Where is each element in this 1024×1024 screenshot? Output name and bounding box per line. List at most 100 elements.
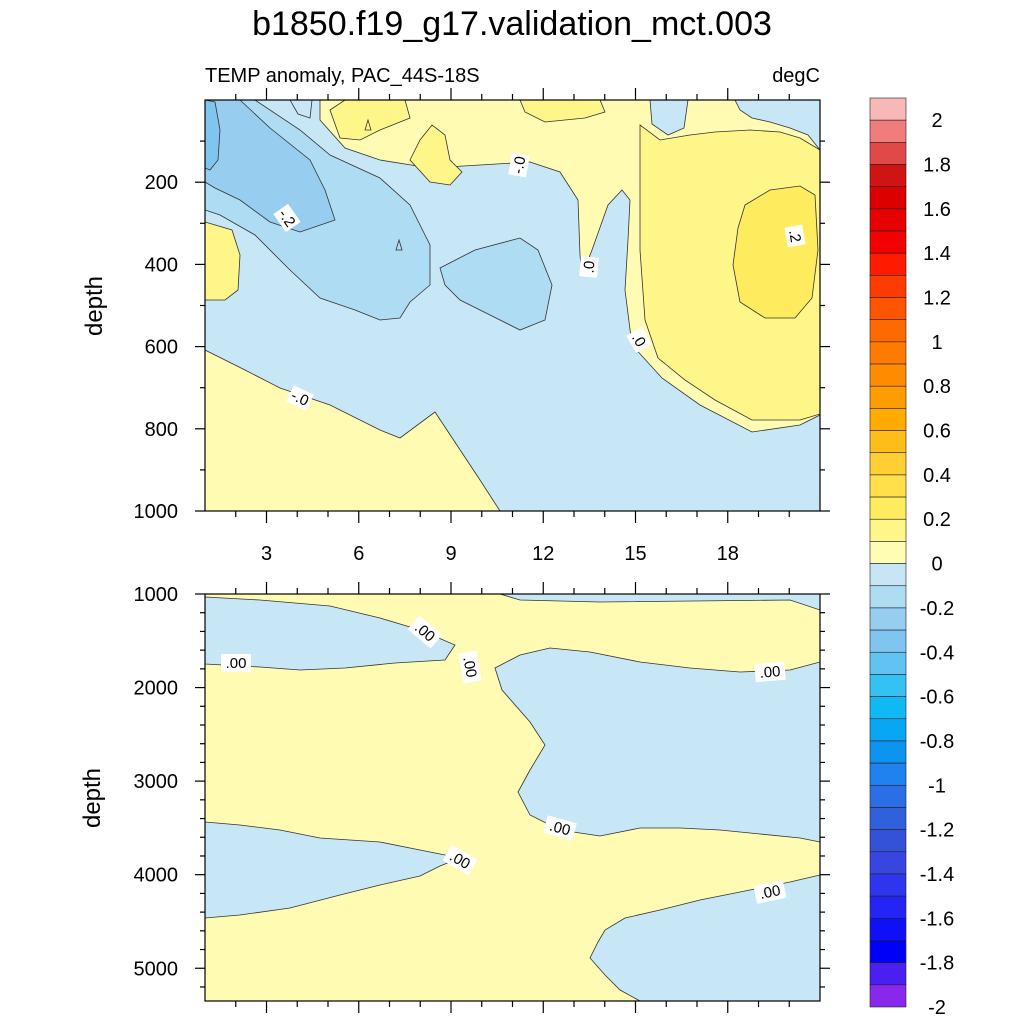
colorbar-swatch <box>869 230 907 254</box>
lower-panel: .00 .00 .00 .00 .00 .00 .00 <box>205 594 820 1001</box>
x-tick-label: 9 <box>445 543 456 565</box>
y-tick-label: 200 <box>145 172 178 194</box>
y-tick-label: 800 <box>145 419 178 441</box>
upper-positive-01-region <box>519 100 606 123</box>
colorbar-swatch <box>869 297 907 321</box>
upper-panel: -.2 -.0 .0 -.0 .0 .2 <box>205 100 820 511</box>
colorbar-swatch <box>869 740 907 764</box>
upper-contour-labels: -.2 -.0 .0 -.0 .0 .2 <box>273 152 806 411</box>
y-tick-label: 1000 <box>134 584 179 606</box>
colorbar-label: 1 <box>931 332 942 354</box>
colorbar-swatch <box>869 363 907 387</box>
colorbar-swatch <box>869 452 907 476</box>
colorbar-label: -0.2 <box>920 598 954 620</box>
y-tick-label: 2000 <box>134 678 179 700</box>
colorbar-label: -1.8 <box>920 953 954 975</box>
colorbar-swatch <box>869 252 907 276</box>
colorbar-swatch <box>869 341 907 365</box>
colorbar-swatch <box>869 807 907 830</box>
contour-label: .00 <box>548 818 573 840</box>
colorbar-swatch <box>869 696 907 720</box>
lower-ylabel: depth <box>79 768 106 828</box>
upper-positive-01-region <box>205 221 241 301</box>
x-tick-label: 15 <box>624 543 646 565</box>
upper-positive-01-region <box>409 124 463 186</box>
contour-label: .00 <box>459 655 479 678</box>
contour-label: .2 <box>785 228 804 243</box>
colorbar-label: 0 <box>931 554 942 576</box>
colorbar-label: 1.2 <box>923 288 951 310</box>
colorbar-swatch <box>869 142 907 165</box>
upper-negative-patch <box>734 100 820 151</box>
colorbar-swatch <box>869 119 907 143</box>
colorbar-label: 2 <box>931 110 942 132</box>
colorbar-swatch <box>869 895 907 919</box>
colorbar-swatch <box>869 873 907 897</box>
colorbar-label: -1.4 <box>920 864 954 886</box>
colorbar-label: -0.6 <box>920 687 954 709</box>
contour-label: .0 <box>580 260 598 274</box>
colorbar-swatch <box>869 496 907 520</box>
colorbar-label: -1 <box>928 775 946 797</box>
colorbar-swatch <box>869 518 907 542</box>
upper-minus04-region <box>205 100 221 171</box>
upper-ylabel: depth <box>81 276 108 336</box>
colorbar-swatch <box>869 784 907 808</box>
colorbar-swatch <box>869 319 907 343</box>
colorbar-label: -2 <box>928 997 946 1019</box>
colorbar-label: -0.8 <box>920 731 954 753</box>
upper-small-marker <box>364 118 403 251</box>
colorbar-swatch <box>869 940 907 963</box>
lower-negative-region <box>205 821 462 919</box>
colorbar-swatch <box>869 674 907 697</box>
upper-negative-patch <box>649 100 689 136</box>
colorbar-swatch <box>869 541 907 564</box>
upper-positive-02-region <box>732 185 819 319</box>
y-tick-label: 3000 <box>134 771 179 793</box>
colorbar-swatch <box>869 718 907 742</box>
colorbar-swatch <box>869 563 907 587</box>
colorbar-label: 1.4 <box>923 243 951 265</box>
lower-negative-region <box>205 594 820 611</box>
contour-label: -.0 <box>510 155 530 175</box>
upper-negative-patch <box>289 100 313 119</box>
lower-negative-region <box>205 596 456 671</box>
y-tick-label: 600 <box>145 337 178 359</box>
contour-label: .00 <box>758 882 782 903</box>
x-tick-label: 18 <box>717 543 739 565</box>
colorbar-swatch <box>869 186 907 210</box>
y-tick-label: 400 <box>145 254 178 276</box>
contour-label: -.0 <box>288 387 311 410</box>
contour-label: .00 <box>759 663 781 682</box>
colorbar-label: -1.2 <box>920 820 954 842</box>
lower-negative-region <box>494 647 820 843</box>
colorbar-swatch <box>869 275 907 298</box>
colorbar-swatch <box>869 607 907 631</box>
colorbar-label: 0.6 <box>923 421 951 443</box>
upper-minus02-region <box>439 237 553 331</box>
colorbar-swatch <box>869 430 907 454</box>
colorbar-swatch <box>869 762 907 786</box>
colorbar-swatch <box>869 629 907 653</box>
colorbar-label: -1.6 <box>920 908 954 930</box>
colorbar: 2 1.8 1.6 1.4 1.2 1 0.8 0.6 0.4 0.2 0 -0.2 -0.4 -0.6 -… <box>869 97 954 1019</box>
upper-minus03-region <box>205 100 336 233</box>
colorbar-label: 0.2 <box>923 509 951 531</box>
contour-label: .00 <box>226 655 247 672</box>
contour-label: -.2 <box>275 206 299 230</box>
subtitle-left: TEMP anomaly, PAC_44S-18S <box>205 65 480 87</box>
colorbar-swatch <box>869 585 907 609</box>
colorbar-swatch <box>869 651 907 675</box>
x-tick-label: 3 <box>261 543 272 565</box>
colorbar-swatch <box>869 962 907 986</box>
chart-title: b1850.f19_g17.validation_mct.003 <box>252 5 772 43</box>
colorbar-label: 1.8 <box>923 155 951 177</box>
colorbar-swatch <box>869 851 907 875</box>
y-tick-label: 1000 <box>134 501 179 523</box>
colorbar-swatch <box>869 385 907 409</box>
lower-frame <box>204 593 821 1002</box>
x-tick-label: 6 <box>353 543 364 565</box>
colorbar-label: 0.8 <box>923 376 951 398</box>
colorbar-swatch <box>869 97 907 121</box>
